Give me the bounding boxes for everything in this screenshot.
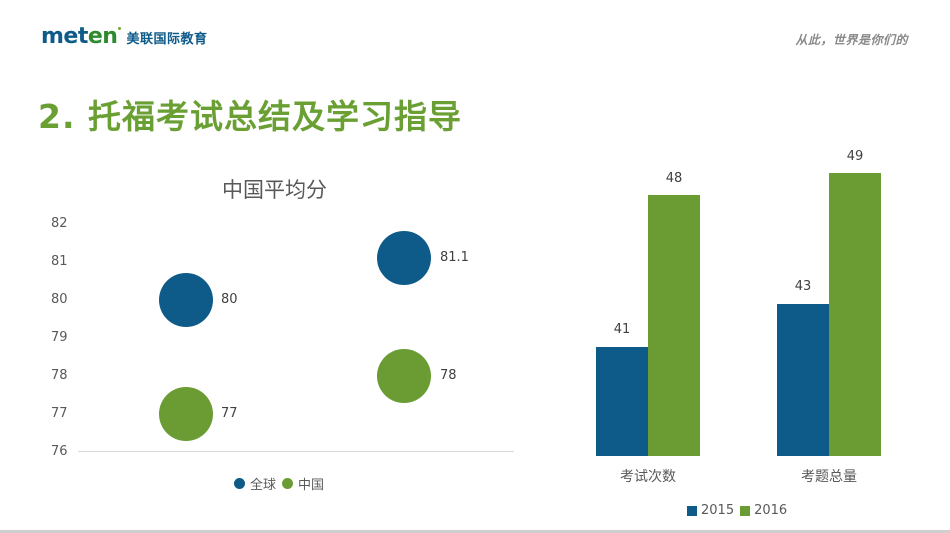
data-label: 81.1 <box>440 250 469 265</box>
logo-chinese-name: 美联国际教育 <box>126 32 208 47</box>
y-tick: 80 <box>51 292 68 307</box>
legend-dot-icon <box>234 478 245 489</box>
y-tick: 81 <box>51 254 68 269</box>
data-label: 77 <box>221 406 238 421</box>
bar-legend: 2015 2016 <box>687 503 793 518</box>
data-label: 41 <box>613 322 631 337</box>
logo-dot-icon <box>118 27 122 30</box>
bubble-chart-title: 中国平均分 <box>222 178 327 202</box>
bottom-divider <box>0 530 950 533</box>
legend-dot-icon <box>282 478 294 489</box>
slogan: 从此，世界是你们的 <box>795 33 908 47</box>
data-label: 48 <box>665 171 683 186</box>
legend-item-global: 全球 <box>234 474 276 493</box>
bubble-china-2 <box>377 349 431 403</box>
legend-square-icon <box>687 505 697 516</box>
y-tick: 76 <box>51 444 68 459</box>
legend-item-china: 中国 <box>282 474 324 493</box>
category-label: 考试次数 <box>620 469 676 485</box>
logo-wordmark: meten <box>41 24 118 49</box>
legend-item-2016: 2016 <box>740 503 787 518</box>
category-label: 考题总量 <box>801 469 857 485</box>
bar-2016-questions <box>829 173 881 456</box>
y-tick: 82 <box>51 216 68 231</box>
bar-2016-exams <box>648 195 700 456</box>
slide-title: 2. 托福考试总结及学习指导 <box>38 97 462 136</box>
data-label: 49 <box>846 149 864 164</box>
data-label: 80 <box>221 292 238 307</box>
bar-2015-questions <box>777 304 829 456</box>
x-axis-line <box>78 451 514 452</box>
bubble-china-1 <box>159 387 213 441</box>
data-label: 78 <box>440 368 457 383</box>
y-tick: 77 <box>51 406 68 421</box>
legend-square-icon <box>740 505 751 516</box>
bubble-legend: 全球 中国 <box>234 474 330 493</box>
bubble-global-2 <box>377 231 431 285</box>
y-tick: 79 <box>51 330 68 345</box>
brand-logo: meten 美联国际教育 <box>41 26 207 48</box>
data-label: 43 <box>794 279 812 294</box>
y-tick: 78 <box>51 368 68 383</box>
bubble-global-1 <box>159 273 213 327</box>
bar-2015-exams <box>596 347 648 456</box>
legend-item-2015: 2015 <box>687 503 734 518</box>
